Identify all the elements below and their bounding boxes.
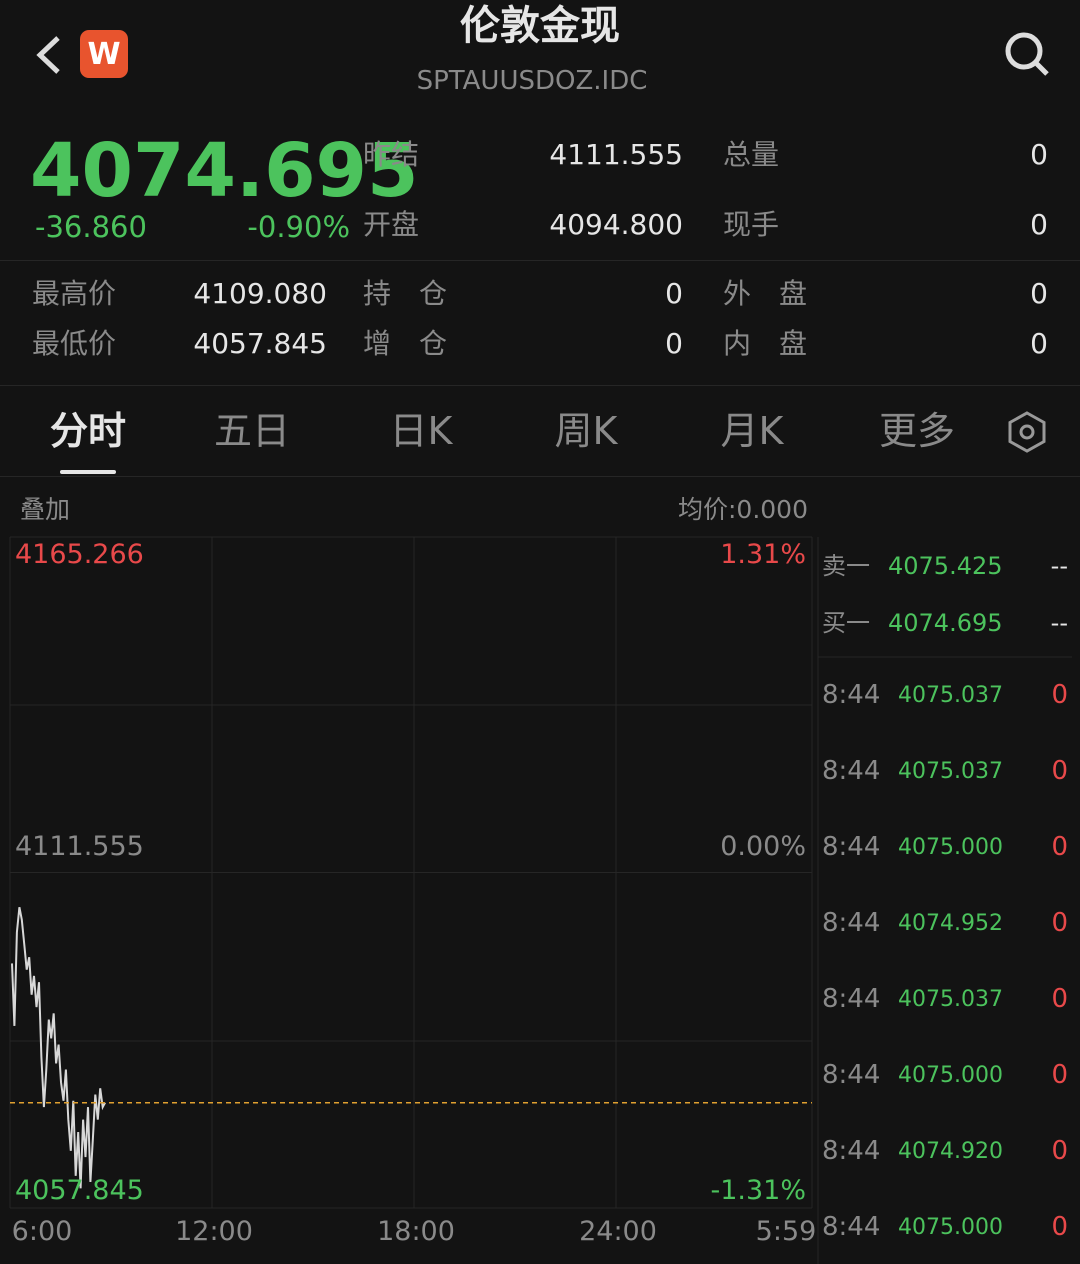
header-icons <box>36 30 1049 78</box>
stat-label: 外 盘 <box>723 277 808 310</box>
tick-time: 8:44 <box>822 832 881 862</box>
tick-price: 4075.000 <box>898 1215 1003 1240</box>
tick-price: 4075.037 <box>898 987 1003 1012</box>
x-tick-label: 18:00 <box>377 1216 455 1247</box>
pct-label: 0.00% <box>720 830 806 862</box>
stat-label: 总量 <box>723 138 780 171</box>
stat-label: 增 仓 <box>363 327 448 360</box>
change-pct: -0.90% <box>247 210 350 244</box>
stat-label: 内 盘 <box>723 327 808 360</box>
tick-volume: 0 <box>1051 832 1068 862</box>
tick-volume: 0 <box>1051 908 1068 938</box>
search-handle <box>1034 61 1049 76</box>
stat-value: 0 <box>665 327 683 360</box>
y-tick-label: 4057.845 <box>15 1175 144 1206</box>
tick-price: 4075.000 <box>898 1063 1003 1088</box>
code: SPTAUUSDOZ.IDC <box>416 66 648 96</box>
tick-price: 4075.037 <box>898 759 1003 784</box>
tick-time: 8:44 <box>822 1136 881 1166</box>
stat-value: 4109.080 <box>193 277 327 310</box>
stat-value: 0 <box>1030 327 1048 360</box>
tick-volume: 0 <box>1051 1212 1068 1242</box>
x-tick-label: 5:59 <box>755 1216 817 1247</box>
tick-time: 8:44 <box>822 908 881 938</box>
tab-indicator <box>60 470 116 474</box>
stat-value: 0 <box>665 277 683 310</box>
tab[interactable]: 周K <box>554 409 618 453</box>
stat-value: 4111.555 <box>549 138 683 171</box>
book-side: 卖一 <box>822 552 870 580</box>
tick-time: 8:44 <box>822 1212 881 1242</box>
stat-label: 昨结 <box>363 138 420 171</box>
tick-price: 4074.952 <box>898 911 1003 936</box>
stat-label: 最低价 <box>32 327 117 360</box>
stat-value: 4057.845 <box>193 327 327 360</box>
search-button[interactable] <box>1005 32 1043 70</box>
tick-volume: 0 <box>1051 1060 1068 1090</box>
tab[interactable]: 五日 <box>213 409 291 453</box>
stat-label: 持 仓 <box>363 277 448 310</box>
tick-volume: 0 <box>1051 756 1068 786</box>
divider <box>0 385 1080 386</box>
stat-value: 0 <box>1030 208 1048 241</box>
back-button[interactable] <box>36 36 60 74</box>
price-line <box>11 907 106 1189</box>
tick-price: 4075.037 <box>898 683 1003 708</box>
tab[interactable]: 日K <box>389 409 453 453</box>
tick-time: 8:44 <box>822 680 881 710</box>
y-tick-label: 4165.266 <box>15 539 144 570</box>
tab[interactable]: 更多 <box>878 409 956 453</box>
title: 伦敦金现 <box>460 3 620 49</box>
change: -36.860 <box>35 210 147 244</box>
tab[interactable]: 分时 <box>49 409 127 453</box>
stat-value: 0 <box>1030 138 1048 171</box>
stat-value: 4094.800 <box>549 208 683 241</box>
divider <box>0 260 1080 261</box>
tab[interactable]: 月K <box>720 409 784 453</box>
book-side: 买一 <box>822 609 870 637</box>
x-tick-label: 6:00 <box>11 1216 73 1247</box>
stat-value: 0 <box>1030 277 1048 310</box>
stat-label: 开盘 <box>363 208 420 241</box>
book-price: 4075.425 <box>888 552 1003 580</box>
pct-label: -1.31% <box>710 1175 806 1206</box>
tick-time: 8:44 <box>822 1060 881 1090</box>
tick-price: 4074.920 <box>898 1139 1003 1164</box>
tick-time: 8:44 <box>822 756 881 786</box>
divider <box>0 476 1080 477</box>
tick-volume: 0 <box>1051 680 1068 710</box>
badge: W <box>87 37 121 72</box>
tick-time: 8:44 <box>822 984 881 1014</box>
settings-button[interactable] <box>1005 410 1049 454</box>
tick-volume: 0 <box>1051 1136 1068 1166</box>
avg-price: 均价:0.000 <box>678 495 808 524</box>
tick-volume: 0 <box>1051 984 1068 1014</box>
overlay-button[interactable]: 叠加 <box>20 495 71 524</box>
x-tick-label: 24:00 <box>579 1216 657 1247</box>
price: 4074.695 <box>30 128 419 214</box>
book-volume: -- <box>1050 609 1068 637</box>
y-tick-label: 4111.555 <box>15 830 144 862</box>
book-volume: -- <box>1050 552 1068 580</box>
x-tick-label: 12:00 <box>175 1216 253 1247</box>
badge-bg <box>80 30 128 78</box>
stat-label: 最高价 <box>32 277 117 310</box>
pct-label: 1.31% <box>720 539 806 570</box>
stat-label: 现手 <box>723 208 780 241</box>
book-price: 4074.695 <box>888 609 1003 637</box>
tick-price: 4075.000 <box>898 835 1003 860</box>
